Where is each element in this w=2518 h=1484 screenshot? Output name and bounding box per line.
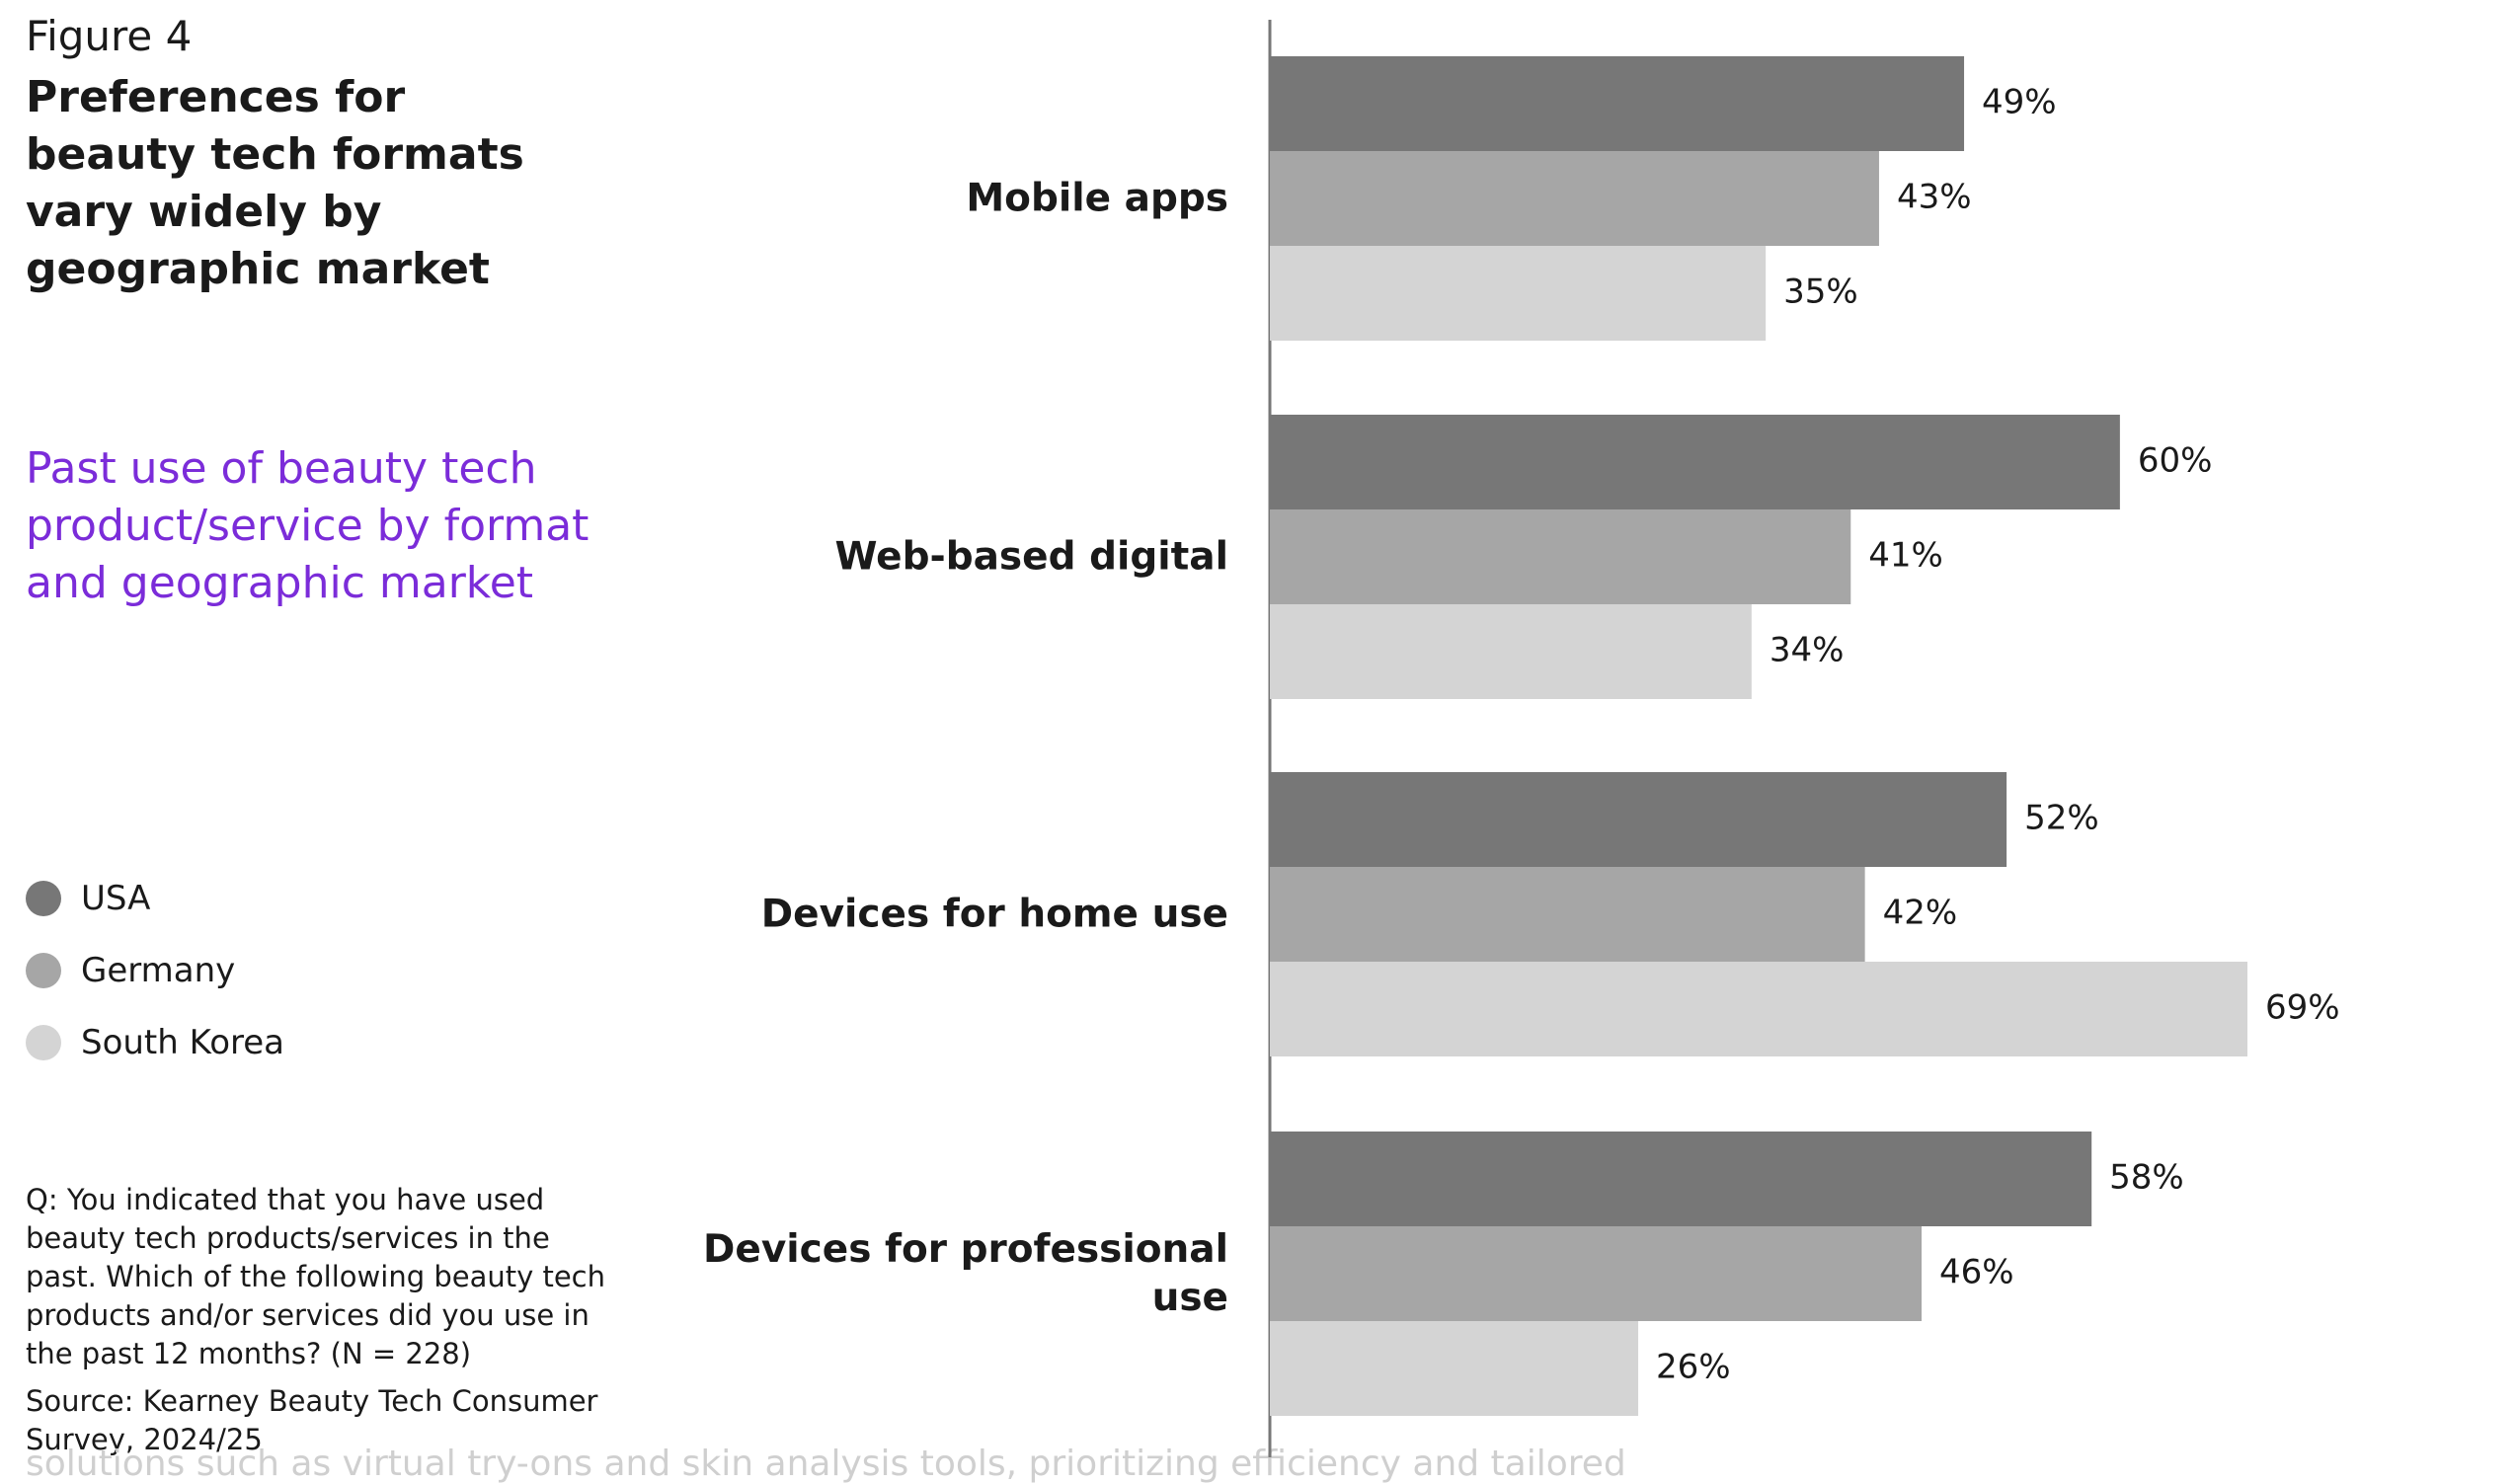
value-label: 49% — [1982, 83, 2057, 122]
legend-item: USA — [26, 879, 150, 918]
bar — [1270, 509, 1851, 604]
legend-label: Germany — [81, 951, 236, 990]
category-label: Mobile apps — [966, 176, 1228, 221]
category-label: Web-based digital — [834, 534, 1228, 580]
value-label: 60% — [2138, 441, 2213, 481]
category-label: Devices for home use — [760, 892, 1228, 937]
legend-item: South Korea — [26, 1023, 284, 1062]
bar — [1270, 772, 2007, 867]
bar — [1270, 1226, 1922, 1321]
figure-label: Figure 4 — [26, 12, 193, 60]
value-label: 41% — [1868, 536, 1943, 576]
bar — [1270, 151, 1879, 246]
note: Q: You indicated that you have used beau… — [26, 1183, 606, 1370]
legend-swatch — [26, 881, 61, 916]
value-label: 43% — [1897, 178, 1972, 217]
value-label: 26% — [1656, 1348, 1731, 1387]
value-label: 46% — [1939, 1253, 2014, 1292]
value-label: 52% — [2024, 799, 2099, 838]
legend-label: South Korea — [81, 1023, 285, 1062]
bar — [1270, 1132, 2092, 1226]
value-label: 58% — [2109, 1158, 2184, 1198]
value-label: 35% — [1783, 273, 1858, 312]
bar — [1270, 1321, 1639, 1416]
value-label: 42% — [1883, 894, 1958, 933]
bar — [1270, 56, 1965, 151]
category-label: Devices for professional use — [703, 1227, 1228, 1320]
bar — [1270, 246, 1767, 341]
bar — [1270, 604, 1752, 699]
source: Source: Kearney Beauty Tech Consumer Sur… — [26, 1384, 598, 1456]
legend-item: Germany — [26, 951, 235, 990]
legend-swatch — [26, 953, 61, 988]
bar — [1270, 867, 1865, 962]
value-label: 34% — [1770, 631, 1845, 670]
legend-label: USA — [81, 879, 151, 918]
chart-subtitle: Past use of beauty tech product/service … — [26, 443, 590, 608]
bar — [1270, 962, 2247, 1056]
value-label: 69% — [2265, 988, 2340, 1028]
bar — [1270, 415, 2120, 509]
chart-title: Preferences for beauty tech formats vary… — [26, 72, 524, 294]
legend-swatch — [26, 1025, 61, 1060]
footer-fragment: solutions such as virtual try-ons and sk… — [26, 1444, 1626, 1484]
